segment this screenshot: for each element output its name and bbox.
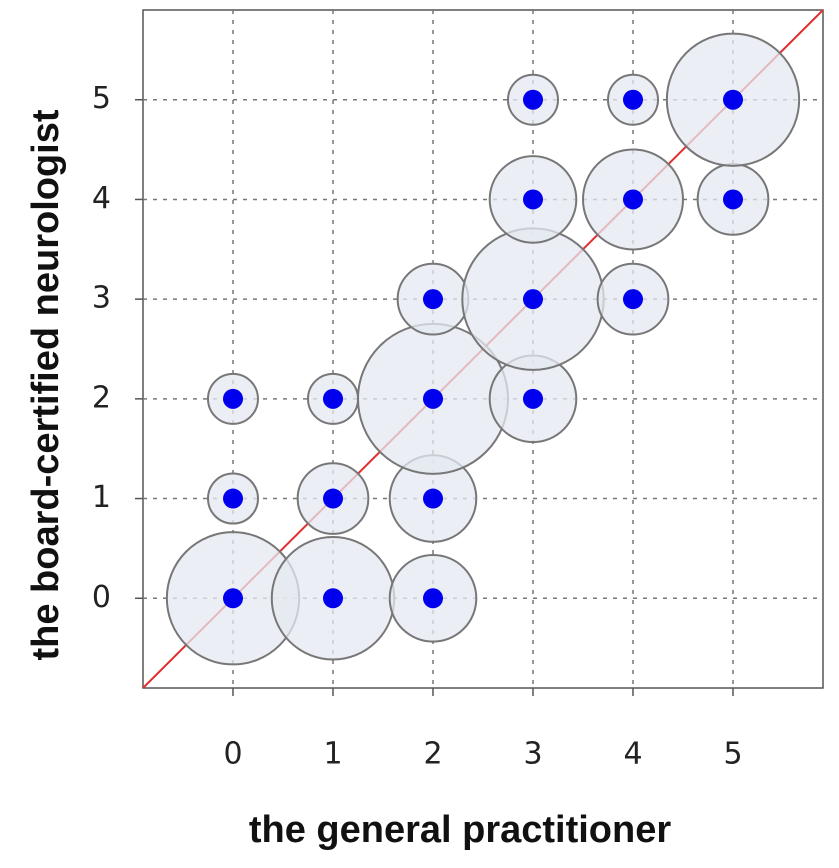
point [323,488,343,509]
point [523,89,543,110]
x-tick-label: 5 [723,737,742,772]
y-axis-label: the board-certified neurologist [25,109,67,660]
point [423,388,443,409]
point [623,289,643,310]
point [523,189,543,210]
point [523,388,543,409]
y-tick-label: 4 [92,181,111,216]
point [423,289,443,310]
y-tick-label: 1 [92,480,111,515]
x-tick-label: 4 [623,737,642,772]
point [223,388,243,409]
y-tick-label: 2 [92,380,111,415]
point [423,488,443,509]
y-tick-label: 5 [92,81,111,116]
x-tick-label: 1 [323,737,342,772]
point [723,189,743,210]
x-tick-label: 3 [523,737,542,772]
point [623,89,643,110]
point [223,488,243,509]
y-tick-label: 0 [92,580,111,615]
x-tick-label: 2 [423,737,442,772]
x-axis-label: the general practitioner [249,809,672,851]
y-tick-label: 3 [92,281,111,316]
point [723,89,743,110]
point [323,588,343,609]
point [423,588,443,609]
plot-frame [142,9,824,689]
point [623,189,643,210]
x-tick-label: 0 [223,737,242,772]
point [523,289,543,310]
point [223,588,243,609]
point [323,388,343,409]
